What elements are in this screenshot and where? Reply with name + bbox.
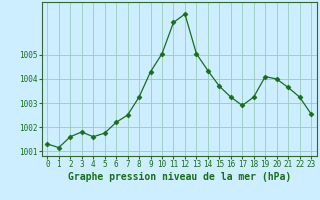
X-axis label: Graphe pression niveau de la mer (hPa): Graphe pression niveau de la mer (hPa) <box>68 172 291 182</box>
